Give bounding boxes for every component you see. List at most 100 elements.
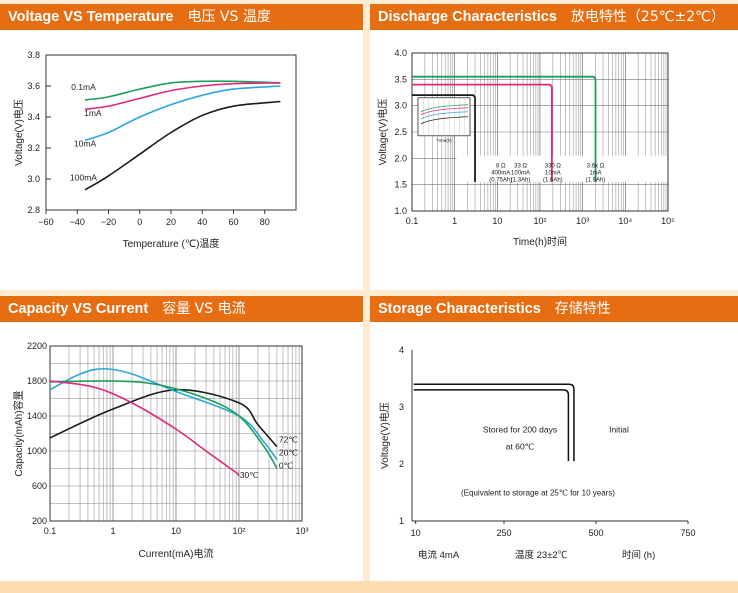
- series-line: [49, 380, 278, 469]
- x-tick-label: 500: [588, 528, 603, 538]
- series-label: 20℃: [279, 447, 298, 457]
- x-axis-label: Temperature (℃)温度: [123, 237, 220, 250]
- header-title-cn: 存储特性: [554, 301, 611, 317]
- x-axis-label: Time(h)时间: [513, 235, 567, 248]
- header-discharge: Discharge Characteristics 放电特性（25℃±2℃）: [370, 4, 738, 30]
- inset-series: [420, 104, 469, 113]
- discharge-annotation: 10mA: [545, 170, 561, 176]
- series-line: [49, 380, 240, 476]
- x-tick-label: 10⁵: [661, 216, 675, 226]
- x-tick-label: 750: [680, 528, 695, 538]
- x-tick-label: −60: [38, 217, 53, 227]
- x-tick-label: 10: [411, 528, 421, 538]
- x-tick-label: 1: [452, 216, 457, 226]
- x-tick-label: −20: [101, 217, 116, 227]
- storage-note: at 60℃: [506, 442, 535, 452]
- series-label: 0℃: [279, 461, 294, 471]
- y-tick-label: 2: [399, 459, 404, 469]
- header-storage: Storage Characteristics 存储特性: [370, 296, 738, 322]
- storage-line: [413, 383, 575, 462]
- discharge-annotation: (1.6Ah): [543, 177, 563, 183]
- y-tick-label: 3.4: [27, 112, 40, 122]
- y-tick-label: 3.5: [394, 74, 407, 84]
- y-tick-label: 4: [399, 345, 404, 355]
- x-tick-label: 0: [137, 217, 142, 227]
- chart-voltage-temperature: −60 −40 −20 0 20 40 60 80 2.8 3.0 3.2 3.4 3.6 3.8 Temp…: [12, 50, 297, 250]
- y-tick-label: 2.0: [394, 153, 407, 163]
- header-title-en: Discharge Characteristics: [378, 9, 557, 25]
- series-line: [84, 85, 281, 142]
- inset-series: [420, 116, 469, 125]
- header-title-en: Storage Characteristics: [378, 301, 541, 317]
- y-tick-label: 1.5: [394, 180, 407, 190]
- x-tick-label: 20: [166, 217, 176, 227]
- plot-frame: [49, 345, 303, 522]
- discharge-annotation: 1mA: [589, 170, 601, 176]
- discharge-annotation: (0.75Ah): [489, 177, 512, 183]
- y-axis-label: Voltage(V)电压: [378, 402, 391, 469]
- discharge-annotation: 100mA: [511, 170, 530, 176]
- x-tick-label: 10³: [576, 216, 589, 226]
- y-tick-label: 3.8: [27, 50, 40, 60]
- y-axis-label: Voltage(V)电压: [12, 99, 25, 166]
- discharge-annotation: 3.6k Ω: [587, 163, 605, 169]
- chart-capacity-current: 0.1 1 10 10² 10³ 200 600 1000 1400 1800 2200 Curren…: [12, 341, 309, 560]
- series-label: 72℃: [279, 434, 298, 444]
- discharge-annotation: 33 Ω: [514, 163, 527, 169]
- y-tick-label: 3.2: [27, 143, 40, 153]
- panel-voltage-temperature: [0, 30, 363, 290]
- header-title-cn: 放电特性（25℃±2℃）: [570, 9, 725, 25]
- series-label: -30℃: [237, 470, 259, 480]
- x-tick-label: 1: [110, 526, 115, 536]
- annotation-band: [456, 155, 667, 183]
- series-line: [412, 75, 597, 183]
- inset-series: [420, 111, 469, 120]
- bottom-band: [0, 581, 738, 593]
- series-line: [412, 83, 553, 183]
- series-label: 0.1mA: [71, 82, 96, 92]
- series-line: [49, 388, 278, 448]
- series-label: 100mA: [70, 173, 97, 183]
- x-tick-label: 10²: [232, 526, 245, 536]
- y-tick-label: 2.5: [394, 127, 407, 137]
- y-tick-label: 1000: [27, 446, 47, 456]
- y-tick-label: 1: [399, 516, 404, 526]
- series-line: [49, 367, 278, 461]
- x-tick-label: 10⁴: [618, 216, 632, 226]
- x-tick-label: 10³: [295, 526, 308, 536]
- header-title-en: Capacity VS Current: [8, 301, 149, 317]
- header-capacity-current: Capacity VS Current 容量 VS 电流: [0, 296, 363, 322]
- y-tick-label: 200: [32, 516, 47, 526]
- x-tick-label: 40: [197, 217, 207, 227]
- y-tick-label: 600: [32, 481, 47, 491]
- header-voltage-temperature: Voltage VS Temperature 电压 VS 温度: [0, 4, 363, 30]
- footer-temperature: 温度 23±2℃: [515, 549, 568, 561]
- inset-series: [420, 107, 469, 116]
- discharge-annotation: (1.3Ah): [511, 177, 531, 183]
- x-tick-label: −40: [70, 217, 85, 227]
- x-tick-label: 0.1: [44, 526, 57, 536]
- x-tick-label: 250: [496, 528, 511, 538]
- discharge-annotation: 330 Ω: [545, 163, 562, 169]
- footer-current: 电流 4mA: [418, 549, 460, 561]
- x-tick-label: 10: [492, 216, 502, 226]
- y-tick-label: 1.0: [394, 206, 407, 216]
- x-tick-label: 80: [260, 217, 270, 227]
- header-title-en: Voltage VS Temperature: [8, 9, 174, 25]
- y-tick-label: 4.0: [394, 48, 407, 58]
- x-tick-label: 0.1: [406, 216, 419, 226]
- x-tick-label: 10²: [533, 216, 546, 226]
- discharge-annotation: 400mA: [491, 170, 510, 176]
- series-label: 10mA: [74, 138, 97, 148]
- y-axis-label: Voltage(V)电压: [376, 99, 389, 166]
- series-label: 1mA: [84, 108, 102, 118]
- x-tick-label: 10: [171, 526, 181, 536]
- y-tick-label: 1800: [27, 376, 47, 386]
- plot-frame: [411, 52, 669, 212]
- x-axis-label: Current(mA)电流: [138, 547, 213, 560]
- storage-note: Stored for 200 days: [483, 425, 557, 435]
- series-line: [84, 82, 281, 111]
- storage-note: Initial: [609, 425, 629, 435]
- chart-discharge: 0.1 1 10 10² 10³ 10⁴ 10⁵ 1.0 1.5 2.0 2.5 3.0 3.5 4.0 T…: [376, 48, 675, 248]
- y-tick-label: 3: [399, 402, 404, 412]
